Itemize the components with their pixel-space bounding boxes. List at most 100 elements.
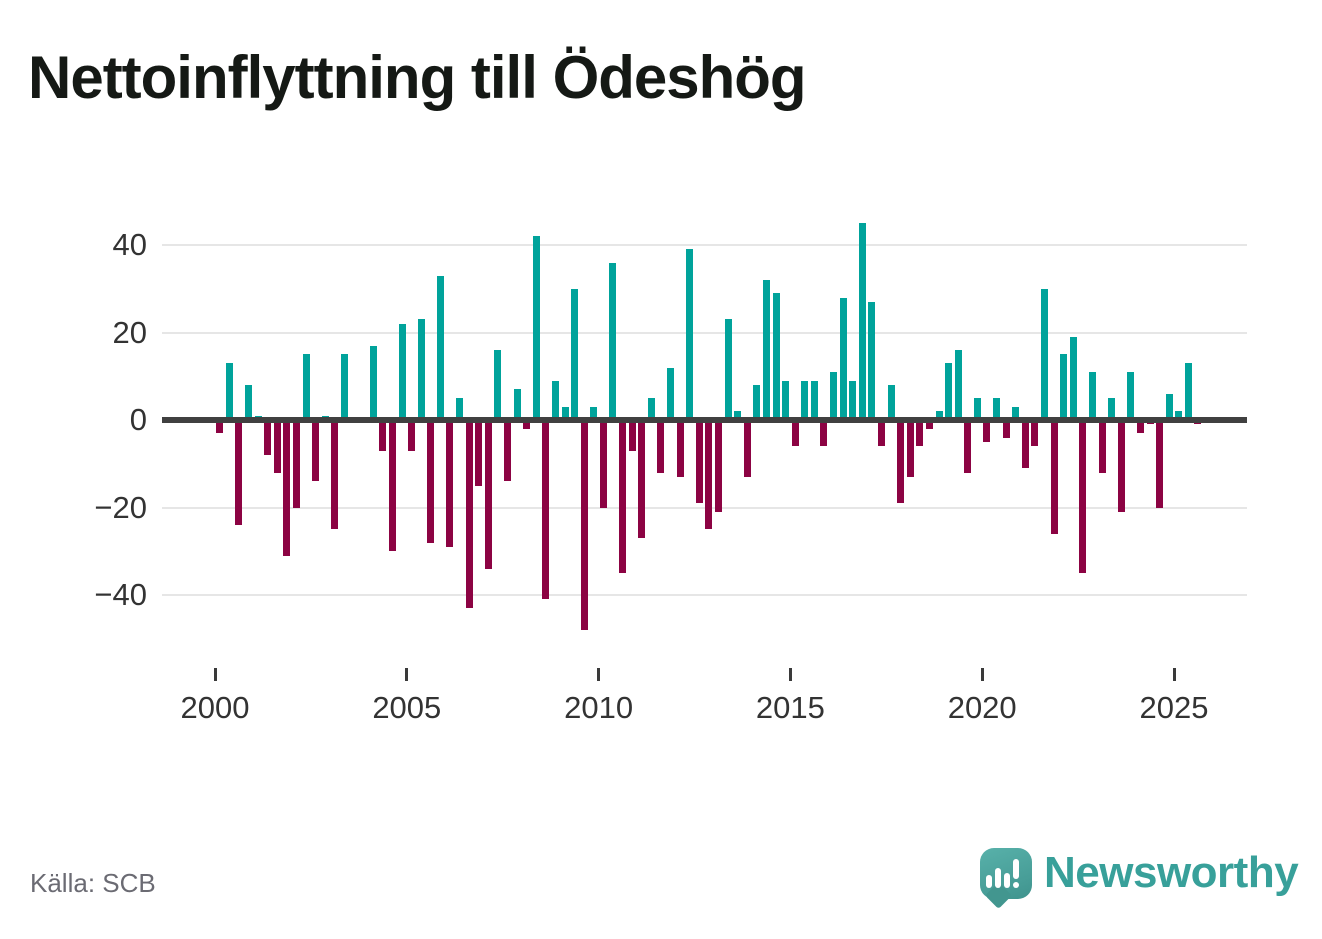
negative-bar <box>388 420 396 552</box>
y-axis-tick-label: 0 <box>129 402 147 437</box>
negative-bar <box>897 420 905 504</box>
positive-bar <box>398 323 406 420</box>
gridline <box>162 244 1247 246</box>
positive-bar <box>887 385 895 420</box>
negative-bar <box>408 420 416 451</box>
zero-axis-line <box>162 417 1247 423</box>
negative-bar <box>676 420 684 477</box>
positive-bar <box>810 380 818 420</box>
gridline <box>162 331 1247 334</box>
positive-bar <box>225 363 233 420</box>
negative-bar <box>484 420 492 569</box>
negative-bar <box>964 420 972 473</box>
x-axis-tick <box>405 668 409 681</box>
negative-bar <box>427 420 435 543</box>
positive-bar <box>513 389 521 420</box>
positive-bar <box>417 319 425 420</box>
positive-bar <box>868 301 876 420</box>
positive-bar <box>369 345 377 420</box>
negative-bar <box>628 420 636 451</box>
x-axis-tick-label: 2020 <box>947 690 1017 725</box>
y-axis-tick-label: −40 <box>94 577 147 612</box>
positive-bar <box>340 354 348 420</box>
positive-bar <box>686 249 694 420</box>
negative-bar <box>1117 420 1125 512</box>
positive-bar <box>302 354 310 420</box>
brand-footer: Newsworthy <box>978 845 1308 915</box>
negative-bar <box>1050 420 1058 534</box>
negative-bar <box>916 420 924 447</box>
positive-bar <box>753 385 761 420</box>
negative-bar <box>1002 420 1010 438</box>
brand-name: Newsworthy <box>1044 848 1299 897</box>
positive-bar <box>724 319 732 420</box>
x-axis-tick <box>980 668 984 681</box>
x-axis-tick-label: 2005 <box>372 690 442 725</box>
negative-bar <box>264 420 272 455</box>
logo-bar-icon <box>995 868 1001 888</box>
positive-bar <box>456 398 464 420</box>
x-axis-tick <box>1172 668 1176 681</box>
positive-bar <box>973 398 981 420</box>
y-axis-tick-label: −20 <box>94 489 147 525</box>
negative-bar <box>1136 420 1144 434</box>
negative-bar <box>446 420 454 547</box>
positive-bar <box>849 380 857 420</box>
negative-bar <box>925 420 933 429</box>
negative-bar <box>599 420 607 508</box>
positive-bar <box>647 398 655 420</box>
negative-bar <box>657 420 665 473</box>
positive-bar <box>858 223 866 420</box>
x-axis-tick-label: 2010 <box>564 690 634 725</box>
positive-bar <box>494 350 502 420</box>
negative-bar <box>542 420 550 600</box>
source-label: Källa: SCB <box>30 868 156 898</box>
negative-bar <box>1079 420 1087 574</box>
positive-bar <box>1041 288 1049 420</box>
positive-bar <box>954 350 962 420</box>
x-axis-tick-label: 2000 <box>180 690 250 725</box>
negative-bar <box>983 420 991 442</box>
negative-bar <box>1098 420 1106 473</box>
positive-bar <box>551 380 559 420</box>
page-title: Nettoinflyttning till Ödeshög <box>28 44 807 111</box>
positive-bar <box>1175 411 1183 420</box>
negative-bar <box>743 420 751 477</box>
y-axis-tick-label: 40 <box>112 227 147 262</box>
positive-bar <box>734 411 742 420</box>
negative-bar <box>791 420 799 447</box>
x-axis-tick-label: 2025 <box>1139 690 1209 725</box>
positive-bar <box>782 380 790 420</box>
logo-exclamation-icon <box>1013 859 1019 879</box>
positive-bar <box>590 406 598 420</box>
negative-bar <box>1031 420 1039 447</box>
gridline <box>162 594 1247 596</box>
positive-bar <box>762 280 770 420</box>
logo-bar-icon <box>1004 873 1010 888</box>
y-axis-tick-label: 20 <box>112 314 147 350</box>
positive-bar <box>1184 363 1192 420</box>
negative-bar <box>283 420 291 556</box>
positive-bar <box>830 371 838 420</box>
positive-bar <box>1012 406 1020 420</box>
negative-bar <box>503 420 511 482</box>
positive-bar <box>609 262 617 420</box>
positive-bar <box>993 398 1001 420</box>
positive-bar <box>436 275 444 420</box>
positive-bar <box>1108 398 1116 420</box>
positive-bar <box>532 236 540 420</box>
x-axis-tick <box>597 668 601 681</box>
positive-bar <box>1165 393 1173 420</box>
positive-bar <box>1088 371 1096 420</box>
gridline <box>162 506 1247 509</box>
positive-bar <box>1069 336 1077 420</box>
negative-bar <box>523 420 531 429</box>
positive-bar <box>571 288 579 420</box>
newsworthy-logo-icon <box>980 848 1032 909</box>
negative-bar <box>273 420 281 473</box>
negative-bar <box>465 420 473 609</box>
positive-bar <box>839 297 847 420</box>
negative-bar <box>695 420 703 504</box>
negative-bar <box>475 420 483 486</box>
negative-bar <box>580 420 588 630</box>
